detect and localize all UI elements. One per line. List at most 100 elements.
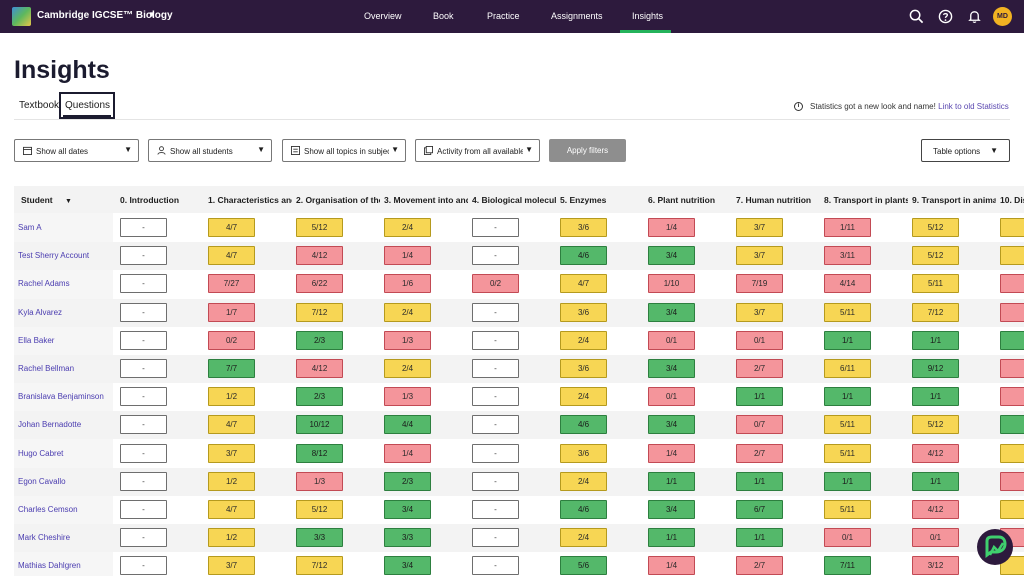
score-cell[interactable]: 5/12 <box>912 246 959 266</box>
score-cell[interactable]: - <box>120 443 167 463</box>
score-cell[interactable]: 4/12 <box>296 246 343 266</box>
column-header[interactable]: 6. Plant nutrition <box>648 195 716 205</box>
score-cell[interactable]: - <box>472 471 519 491</box>
score-cell[interactable]: - <box>120 471 167 491</box>
score-cell[interactable]: - <box>120 330 167 350</box>
old-statistics-link[interactable]: Link to old Statistics <box>938 102 1009 111</box>
score-cell[interactable]: 3/4 <box>648 302 695 322</box>
score-cell[interactable]: 5/12 <box>296 500 343 519</box>
activity-filter[interactable]: Activity from all available ▼ <box>415 139 540 162</box>
score-cell[interactable]: 2/3 <box>296 330 343 350</box>
score-cell[interactable]: 3/6 <box>560 443 607 463</box>
score-cell[interactable]: 1/10 <box>648 274 695 294</box>
score-cell[interactable]: 3/4 <box>648 415 695 435</box>
score-cell[interactable]: 1/2 <box>208 528 255 548</box>
score-cell[interactable]: 3/4 <box>384 556 431 576</box>
score-cell[interactable]: 7/11 <box>824 556 871 576</box>
score-cell[interactable]: 9/12 <box>912 359 959 378</box>
student-name-link[interactable]: Mathias Dahlgren <box>18 561 81 571</box>
score-cell[interactable]: - <box>472 330 519 350</box>
topic-filter[interactable]: Show all topics in subject ▼ <box>282 139 406 162</box>
score-cell[interactable]: 1/4 <box>648 218 695 237</box>
score-cell[interactable]: - <box>472 246 519 266</box>
score-cell[interactable]: - <box>120 528 167 548</box>
score-cell[interactable]: 7/19 <box>736 274 783 294</box>
score-cell[interactable]: 2/3 <box>384 471 431 491</box>
student-name-link[interactable]: Egon Cavallo <box>18 476 66 486</box>
score-cell[interactable]: 3/3 <box>296 528 343 548</box>
score-cell[interactable]: 4/12 <box>912 443 959 463</box>
score-cell[interactable]: - <box>472 302 519 322</box>
score-cell[interactable]: 3/7 <box>736 246 783 266</box>
score-cell[interactable]: 3/3 <box>384 528 431 548</box>
student-name-link[interactable]: Rachel Adams <box>18 279 70 289</box>
score-cell[interactable]: 0/1 <box>736 330 783 350</box>
score-cell[interactable]: - <box>472 528 519 548</box>
score-cell[interactable]: 5/12 <box>912 415 959 435</box>
score-cell[interactable]: 2/4 <box>384 218 431 237</box>
score-cell[interactable]: - <box>472 387 519 407</box>
score-cell[interactable]: 5/12 <box>912 218 959 237</box>
column-header[interactable]: 1. Characteristics and classification <box>208 195 292 205</box>
score-cell[interactable]: 1/2 <box>208 471 255 491</box>
score-cell[interactable]: 2/4 <box>560 330 607 350</box>
score-cell[interactable] <box>1000 302 1024 322</box>
chat-assistant-button[interactable] <box>977 529 1013 565</box>
score-cell[interactable]: 0/2 <box>208 330 255 350</box>
score-cell[interactable]: 4/7 <box>560 274 607 294</box>
student-filter[interactable]: Show all students ▼ <box>148 139 272 162</box>
chevron-down-icon[interactable]: ▼ <box>148 10 156 19</box>
score-cell[interactable]: 7/12 <box>296 556 343 576</box>
score-cell[interactable] <box>1000 387 1024 407</box>
score-cell[interactable] <box>1000 218 1024 237</box>
score-cell[interactable]: 1/1 <box>648 528 695 548</box>
score-cell[interactable]: - <box>120 415 167 435</box>
column-header[interactable]: 0. Introduction <box>120 195 180 205</box>
help-icon[interactable] <box>938 9 953 24</box>
score-cell[interactable]: 3/11 <box>824 246 871 266</box>
score-cell[interactable]: 1/1 <box>736 387 783 407</box>
tab-questions[interactable]: Questions <box>65 100 111 111</box>
score-cell[interactable]: - <box>120 500 167 519</box>
sort-down-icon[interactable]: ▼ <box>65 198 72 205</box>
score-cell[interactable]: 2/4 <box>560 471 607 491</box>
score-cell[interactable]: 0/1 <box>648 387 695 407</box>
score-cell[interactable]: 4/14 <box>824 274 871 294</box>
score-cell[interactable]: 3/7 <box>208 443 255 463</box>
score-cell[interactable]: 5/6 <box>560 556 607 576</box>
score-cell[interactable]: 3/4 <box>384 500 431 519</box>
score-cell[interactable]: 3/6 <box>560 218 607 237</box>
score-cell[interactable]: 3/4 <box>648 500 695 519</box>
score-cell[interactable]: 4/7 <box>208 218 255 237</box>
score-cell[interactable]: 4/6 <box>560 246 607 266</box>
column-header[interactable]: 7. Human nutrition <box>736 195 812 205</box>
score-cell[interactable] <box>1000 330 1024 350</box>
score-cell[interactable]: 4/6 <box>560 500 607 519</box>
score-cell[interactable]: 1/4 <box>648 443 695 463</box>
apply-filters-button[interactable]: Apply filters <box>549 139 626 162</box>
column-header[interactable]: 4. Biological molecules <box>472 195 556 205</box>
score-cell[interactable]: 6/7 <box>736 500 783 519</box>
student-name-link[interactable]: Mark Cheshire <box>18 533 71 543</box>
column-header[interactable]: 5. Enzymes <box>560 195 607 205</box>
score-cell[interactable]: 3/6 <box>560 302 607 322</box>
score-cell[interactable]: - <box>472 218 519 237</box>
score-cell[interactable]: 4/7 <box>208 415 255 435</box>
score-cell[interactable]: 1/1 <box>824 387 871 407</box>
score-cell[interactable]: 3/7 <box>208 556 255 576</box>
score-cell[interactable]: 1/1 <box>912 471 959 491</box>
column-header[interactable]: 10. Diseases and immunity <box>1000 195 1024 205</box>
score-cell[interactable]: 5/11 <box>824 302 871 322</box>
score-cell[interactable]: - <box>472 556 519 576</box>
score-cell[interactable] <box>1000 500 1024 519</box>
score-cell[interactable]: 4/12 <box>912 500 959 519</box>
tab-textbook[interactable]: Textbook <box>19 100 60 111</box>
score-cell[interactable]: 1/1 <box>912 330 959 350</box>
score-cell[interactable]: 3/7 <box>736 302 783 322</box>
score-cell[interactable]: 10/12 <box>296 415 343 435</box>
bell-icon[interactable] <box>967 9 982 24</box>
student-name-link[interactable]: Johan Bernadotte <box>18 420 82 430</box>
score-cell[interactable]: 2/7 <box>736 556 783 576</box>
score-cell[interactable]: 2/7 <box>736 359 783 378</box>
book-logo-icon[interactable] <box>12 7 31 26</box>
